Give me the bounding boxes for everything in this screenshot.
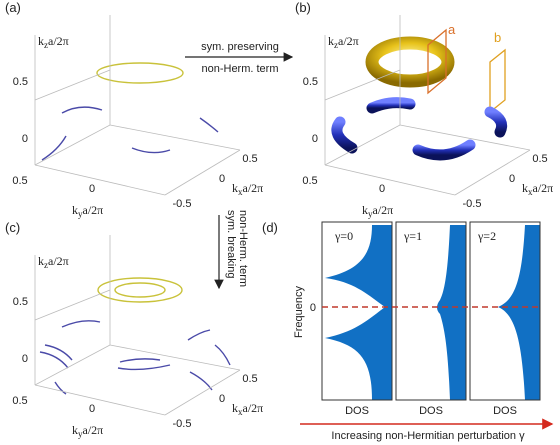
- axis-label: kya/2π: [362, 203, 393, 219]
- z-tick-label: 0.5: [303, 76, 318, 88]
- x-label: DOS: [493, 405, 517, 417]
- axis-label-rest: a/2π: [48, 34, 69, 48]
- axis-label-k: k: [362, 203, 368, 217]
- box-edge: [34, 164, 166, 196]
- axis-label: kza/2π: [328, 34, 359, 50]
- axis-label-k: k: [232, 401, 238, 415]
- arrow-text: sym. breaking: [225, 210, 237, 278]
- box-edge: [164, 149, 241, 196]
- axis-label-k: k: [232, 181, 238, 195]
- box-edge: [109, 124, 241, 151]
- axis-label-sub: x: [238, 407, 243, 417]
- axis-label-sub: y: [78, 209, 83, 219]
- z-tick-label: 0.5: [13, 296, 28, 308]
- ky-tick-label: 0.5: [12, 395, 27, 407]
- axis-label-sub: y: [368, 209, 373, 219]
- axis-label-rest: a/2π: [83, 203, 104, 217]
- arrow-text: non-Herm. term: [201, 63, 278, 75]
- plane-label: b: [494, 30, 501, 45]
- y-tick-label: 0: [310, 302, 316, 314]
- box-edge: [399, 124, 531, 151]
- y-label: Frequency: [293, 286, 305, 338]
- axis-label-sub: y: [78, 429, 83, 439]
- kx-tick-label: 0: [509, 173, 515, 185]
- panel-a-curves: [41, 62, 219, 161]
- x-label: DOS: [345, 405, 369, 417]
- dos-panels: [321, 221, 541, 401]
- gamma-label: γ=1: [403, 229, 422, 243]
- axis-label-k: k: [72, 203, 78, 217]
- z-tick-label: 0: [22, 133, 28, 145]
- axis-label: kya/2π: [72, 203, 103, 219]
- axis-label-k: k: [38, 34, 44, 48]
- axis-label: kxa/2π: [232, 401, 263, 417]
- box-edge: [324, 124, 401, 166]
- ky-tick-label: 0: [379, 183, 385, 195]
- panel-b-surfaces: [331, 28, 508, 161]
- kx-tick-label: -0.5: [173, 198, 192, 210]
- axis-label: kya/2π: [72, 423, 103, 439]
- axis-label-sub: z: [44, 260, 48, 270]
- axis-label-rest: a/2π: [243, 401, 264, 415]
- axis-label-k: k: [72, 423, 78, 437]
- axis-label: kxa/2π: [522, 181, 553, 197]
- z-tick-label: 0: [312, 133, 318, 145]
- box-edge: [324, 69, 401, 101]
- axis-label-sub: z: [334, 40, 338, 50]
- panel-c-curves: [39, 277, 231, 395]
- panel-label: (b): [295, 0, 311, 15]
- panel-label: (c): [5, 220, 20, 235]
- axis-label-k: k: [38, 254, 44, 268]
- ky-tick-label: 0.5: [12, 175, 27, 187]
- axis-label-k: k: [328, 34, 334, 48]
- axis-label-rest: a/2π: [48, 254, 69, 268]
- axis-label-rest: a/2π: [83, 423, 104, 437]
- axis-label-rest: a/2π: [243, 181, 264, 195]
- box-edge: [324, 164, 456, 196]
- z-tick-label: 0: [22, 353, 28, 365]
- axis-label: kza/2π: [38, 254, 69, 270]
- axis-label-rest: a/2π: [533, 181, 554, 195]
- arrow-text: sym. preserving: [201, 41, 279, 53]
- panel-label: (a): [5, 0, 21, 15]
- kx-tick-label: 0.5: [242, 373, 257, 385]
- kx-tick-label: 0.5: [532, 153, 547, 165]
- box-edge: [34, 384, 166, 416]
- z-tick-label: 0.5: [13, 76, 28, 88]
- gamma-label: γ=2: [477, 229, 496, 243]
- axis-label-sub: x: [528, 187, 533, 197]
- ky-tick-label: 0.5: [302, 175, 317, 187]
- ky-tick-label: 0: [89, 183, 95, 195]
- box-edge: [454, 149, 531, 196]
- kx-tick-label: 0: [219, 393, 225, 405]
- ky-tick-label: 0: [89, 403, 95, 415]
- arrow-text: non-Herm. term: [237, 210, 249, 287]
- box-edge: [34, 344, 111, 386]
- axis-label-rest: a/2π: [373, 203, 394, 217]
- kx-tick-label: -0.5: [173, 418, 192, 430]
- axis-label: kza/2π: [38, 34, 69, 50]
- panel-label: (d): [262, 220, 278, 235]
- axis-label-sub: z: [44, 40, 48, 50]
- kx-tick-label: 0.5: [242, 153, 257, 165]
- kx-tick-label: -0.5: [463, 198, 482, 210]
- caption: Increasing non-Hermitian perturbation γ: [331, 430, 525, 442]
- box-edge: [109, 344, 241, 371]
- box-edge: [34, 69, 111, 101]
- axis-label: kxa/2π: [232, 181, 263, 197]
- kx-tick-label: 0: [219, 173, 225, 185]
- axis-label-rest: a/2π: [338, 34, 359, 48]
- axis-label-k: k: [522, 181, 528, 195]
- axis-label-sub: x: [238, 187, 243, 197]
- box-edge: [34, 289, 111, 321]
- plane-label: a: [448, 22, 456, 37]
- box-edge: [164, 369, 241, 416]
- gamma-label: γ=0: [334, 229, 353, 243]
- box-edge: [34, 124, 111, 166]
- x-label: DOS: [419, 405, 443, 417]
